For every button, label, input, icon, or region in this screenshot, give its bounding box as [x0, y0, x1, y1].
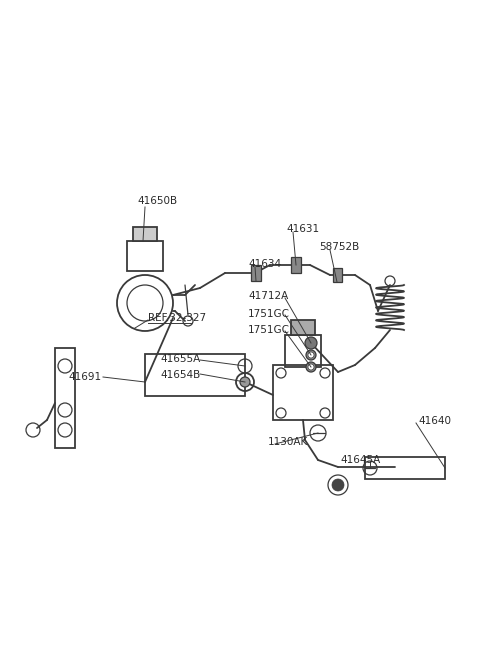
Text: 41654B: 41654B [160, 370, 200, 380]
Text: 41691: 41691 [68, 372, 101, 382]
Bar [145, 354, 245, 396]
Bar [251, 265, 261, 281]
Bar [273, 365, 333, 420]
Bar [365, 457, 445, 479]
Text: 41631: 41631 [286, 224, 319, 234]
Text: 1130AK: 1130AK [268, 437, 308, 447]
Text: 41650B: 41650B [137, 196, 177, 206]
Text: 41640: 41640 [418, 416, 451, 426]
Circle shape [308, 352, 314, 358]
Text: 58752B: 58752B [319, 242, 359, 252]
Text: 41634: 41634 [248, 259, 281, 269]
Bar [291, 320, 315, 335]
Text: 41645A: 41645A [340, 455, 380, 465]
Text: 1751GC: 1751GC [248, 325, 290, 335]
Bar [55, 348, 75, 448]
Circle shape [306, 362, 316, 372]
Circle shape [308, 364, 314, 370]
Text: 41655A: 41655A [160, 354, 200, 364]
Bar [285, 335, 321, 367]
Circle shape [332, 479, 344, 491]
Bar [291, 257, 301, 273]
Circle shape [306, 350, 316, 360]
Text: REF.32-327: REF.32-327 [148, 313, 206, 323]
Circle shape [240, 377, 250, 387]
Text: 41712A: 41712A [248, 291, 288, 301]
Bar [133, 227, 157, 241]
Bar [333, 268, 342, 282]
Bar [127, 241, 163, 271]
Text: 1751GC: 1751GC [248, 309, 290, 319]
Circle shape [305, 337, 317, 349]
